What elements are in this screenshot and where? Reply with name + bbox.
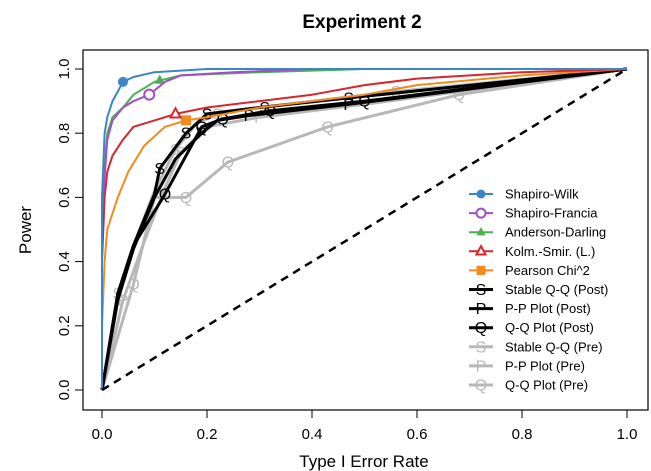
series-marker: P	[343, 97, 354, 114]
series-line	[100, 67, 628, 391]
legend-item: Shapiro-Wilk	[469, 187, 579, 202]
legend-label: Shapiro-Wilk	[505, 187, 579, 202]
series-line	[101, 68, 627, 390]
series-line	[101, 68, 628, 390]
series-6: PPP	[100, 67, 628, 391]
series-line	[100, 67, 628, 391]
legend-marker	[476, 189, 486, 199]
legend-marker: S	[476, 282, 487, 299]
series-marker: Q	[358, 94, 370, 111]
series-marker: Q	[127, 277, 139, 294]
x-tick-label: 0.6	[407, 426, 428, 443]
axis-ticks: 0.0 0.2 0.4 0.6 0.8 1.0 0.0 0.2 0.4 0.6 0.8 1.0	[56, 59, 637, 443]
x-tick-label: 0.0	[92, 426, 113, 443]
series-marker: Q	[159, 187, 171, 204]
x-tick-label: 1.0	[617, 426, 638, 443]
series-marker: Q	[322, 119, 334, 136]
series-line	[101, 68, 628, 390]
series-marker: Q	[222, 155, 234, 172]
series-marker	[168, 106, 183, 119]
legend-label: Kolm.-Smir. (L.)	[505, 244, 595, 259]
series-7: QQ Q QQ	[100, 67, 628, 391]
series-marker: P	[244, 108, 255, 125]
legend-item: Q Q-Q Plot (Post)	[469, 320, 594, 337]
series-marker: P	[254, 110, 265, 127]
legend: Shapiro-Wilk Shapiro-Francia Anderson-Darl…	[469, 187, 608, 395]
series-0	[101, 68, 627, 390]
legend-marker	[476, 265, 486, 275]
x-axis-label: Type I Error Rate	[299, 452, 428, 471]
series-1	[101, 68, 627, 390]
legend-label: Stable Q-Q (Post)	[505, 282, 608, 297]
x-tick-label: 0.4	[302, 426, 323, 443]
legend-item: Anderson-Darling	[469, 225, 606, 240]
legend-item: P P-P Plot (Post)	[469, 301, 591, 318]
legend-label: Shapiro-Francia	[505, 206, 598, 221]
legend-marker: P	[476, 358, 487, 375]
legend-marker: Q	[475, 320, 487, 337]
series-marker: S	[154, 161, 165, 178]
series-line	[100, 67, 628, 391]
legend-marker: S	[476, 339, 487, 356]
legend-item: Kolm.-Smir. (L.)	[469, 244, 595, 259]
y-tick-label: 0.2	[56, 315, 73, 336]
y-axis-label: Power	[16, 206, 35, 255]
y-tick-label: 0.0	[56, 380, 73, 401]
legend-marker: Q	[475, 378, 487, 395]
legend-item: P P-P Plot (Pre)	[469, 358, 585, 375]
y-tick-label: 0.4	[56, 251, 73, 272]
series-marker: S	[259, 100, 270, 117]
series-3	[101, 68, 628, 390]
series-marker: S	[170, 142, 181, 159]
series-marker: Q	[196, 119, 208, 136]
legend-label: Q-Q Plot (Post)	[505, 320, 594, 335]
legend-marker	[475, 207, 487, 219]
x-tick-label: 0.8	[512, 426, 533, 443]
legend-label: P-P Plot (Post)	[505, 301, 591, 316]
series-marker: S	[343, 90, 354, 107]
legend-marker: P	[476, 301, 487, 318]
series-marker: Q	[180, 190, 192, 207]
legend-label: P-P Plot (Pre)	[505, 358, 585, 373]
series-marker	[181, 115, 191, 126]
y-tick-label: 0.6	[56, 187, 73, 208]
series-marker	[154, 74, 165, 84]
series-marker: P	[118, 293, 129, 310]
legend-item: Pearson Chi^2	[469, 263, 590, 278]
legend-item: Shapiro-Francia	[469, 206, 598, 221]
series-line	[101, 68, 627, 390]
legend-marker	[474, 244, 488, 256]
series-marker: S	[202, 106, 213, 123]
legend-label: Q-Q Plot (Pre)	[505, 378, 588, 393]
legend-item: Q Q-Q Plot (Pre)	[469, 378, 588, 395]
chart-title: Experiment 2	[302, 12, 421, 33]
legend-label: Pearson Chi^2	[505, 263, 590, 278]
series-marker: P	[196, 126, 207, 143]
legend-item: S Stable Q-Q (Post)	[469, 282, 608, 299]
series-marker	[118, 76, 128, 87]
plot-frame	[82, 49, 649, 411]
series-marker: S	[181, 126, 192, 143]
y-tick-label: 1.0	[56, 59, 73, 80]
legend-marker	[476, 227, 486, 236]
y-tick-label: 0.8	[56, 123, 73, 144]
x-tick-label: 0.2	[197, 426, 218, 443]
legend-item: S Stable Q-Q (Pre)	[469, 339, 603, 356]
legend-label: Anderson-Darling	[505, 225, 606, 240]
diagonal-reference-line	[101, 67, 628, 392]
series-marker	[143, 88, 156, 101]
series-4	[101, 68, 628, 390]
legend-label: Stable Q-Q (Pre)	[505, 339, 603, 354]
